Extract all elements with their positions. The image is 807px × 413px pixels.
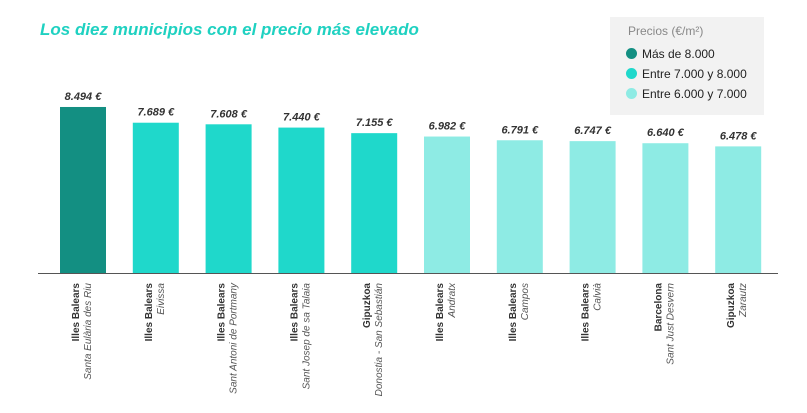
category-municipio-label: Campos bbox=[520, 283, 531, 320]
category-municipio-label: Sant Antoni de Portmany bbox=[229, 282, 240, 394]
category-municipio-label: Zarautz bbox=[738, 283, 749, 318]
legend-dot-icon bbox=[626, 68, 637, 79]
category-region-label: Illes Balears bbox=[71, 283, 82, 342]
legend-label: Más de 8.000 bbox=[642, 47, 715, 61]
bar-value-label: 7.608 € bbox=[210, 108, 248, 120]
category-municipio-label: Donostia - San Sebastián bbox=[374, 283, 385, 397]
bar-value-label: 6.640 € bbox=[647, 127, 685, 139]
category-municipio-label: Santa Eulària des Riu bbox=[83, 283, 94, 380]
bar bbox=[205, 124, 252, 273]
category-region-label: Illes Balears bbox=[435, 283, 446, 342]
legend-label: Entre 6.000 y 7.000 bbox=[642, 87, 747, 101]
legend-label: Entre 7.000 y 8.000 bbox=[642, 67, 747, 81]
bar bbox=[642, 143, 689, 273]
bar bbox=[424, 136, 470, 273]
category-municipio-label: Sant Just Desvern bbox=[665, 283, 676, 365]
bar-value-label: 8.494 € bbox=[65, 91, 103, 103]
category-municipio-label: Sant Josep de sa Talaia bbox=[301, 283, 312, 390]
legend-dot-icon bbox=[626, 88, 637, 99]
chart-title: Los diez municipios con el precio más el… bbox=[40, 20, 419, 39]
category-region-label: Illes Balears bbox=[581, 283, 592, 342]
legend-item-7000-8000: Entre 7.000 y 8.000 bbox=[626, 67, 747, 81]
bar-value-label: 6.982 € bbox=[429, 121, 467, 133]
category-municipio-label: Eivissa bbox=[156, 283, 167, 315]
bar-value-label: 6.747 € bbox=[574, 125, 612, 137]
bar-value-label: 7.155 € bbox=[356, 117, 394, 129]
legend-item-6000-7000: Entre 6.000 y 7.000 bbox=[626, 87, 747, 101]
bar-value-label: 6.478 € bbox=[720, 130, 758, 142]
category-region-label: Illes Balears bbox=[289, 283, 300, 342]
legend-dot-icon bbox=[626, 48, 637, 59]
legend-item-mas-8000: Más de 8.000 bbox=[626, 47, 715, 61]
bar bbox=[496, 140, 543, 273]
bar bbox=[715, 146, 762, 273]
category-region-label: Gipuzkoa bbox=[726, 283, 737, 328]
category-region-label: Illes Balears bbox=[217, 283, 228, 342]
bar bbox=[132, 122, 179, 273]
legend: Precios (€/m²) Más de 8.000 Entre 7.000 … bbox=[610, 17, 764, 115]
bar-value-label: 7.689 € bbox=[137, 107, 175, 119]
bar bbox=[569, 141, 616, 273]
category-municipio-label: Andratx bbox=[447, 282, 458, 318]
category-region-label: Illes Balears bbox=[144, 283, 155, 342]
bar bbox=[60, 106, 106, 273]
category-municipio-label: Calvià bbox=[593, 283, 604, 311]
bar bbox=[351, 133, 398, 273]
category-region-label: Barcelona bbox=[653, 283, 664, 332]
bar-value-label: 7.440 € bbox=[283, 112, 321, 124]
bar bbox=[278, 127, 325, 273]
bar-value-label: 6.791 € bbox=[501, 124, 539, 136]
category-region-label: Illes Balears bbox=[508, 283, 519, 342]
category-region-label: Gipuzkoa bbox=[362, 283, 373, 328]
legend-title: Precios (€/m²) bbox=[628, 24, 704, 38]
